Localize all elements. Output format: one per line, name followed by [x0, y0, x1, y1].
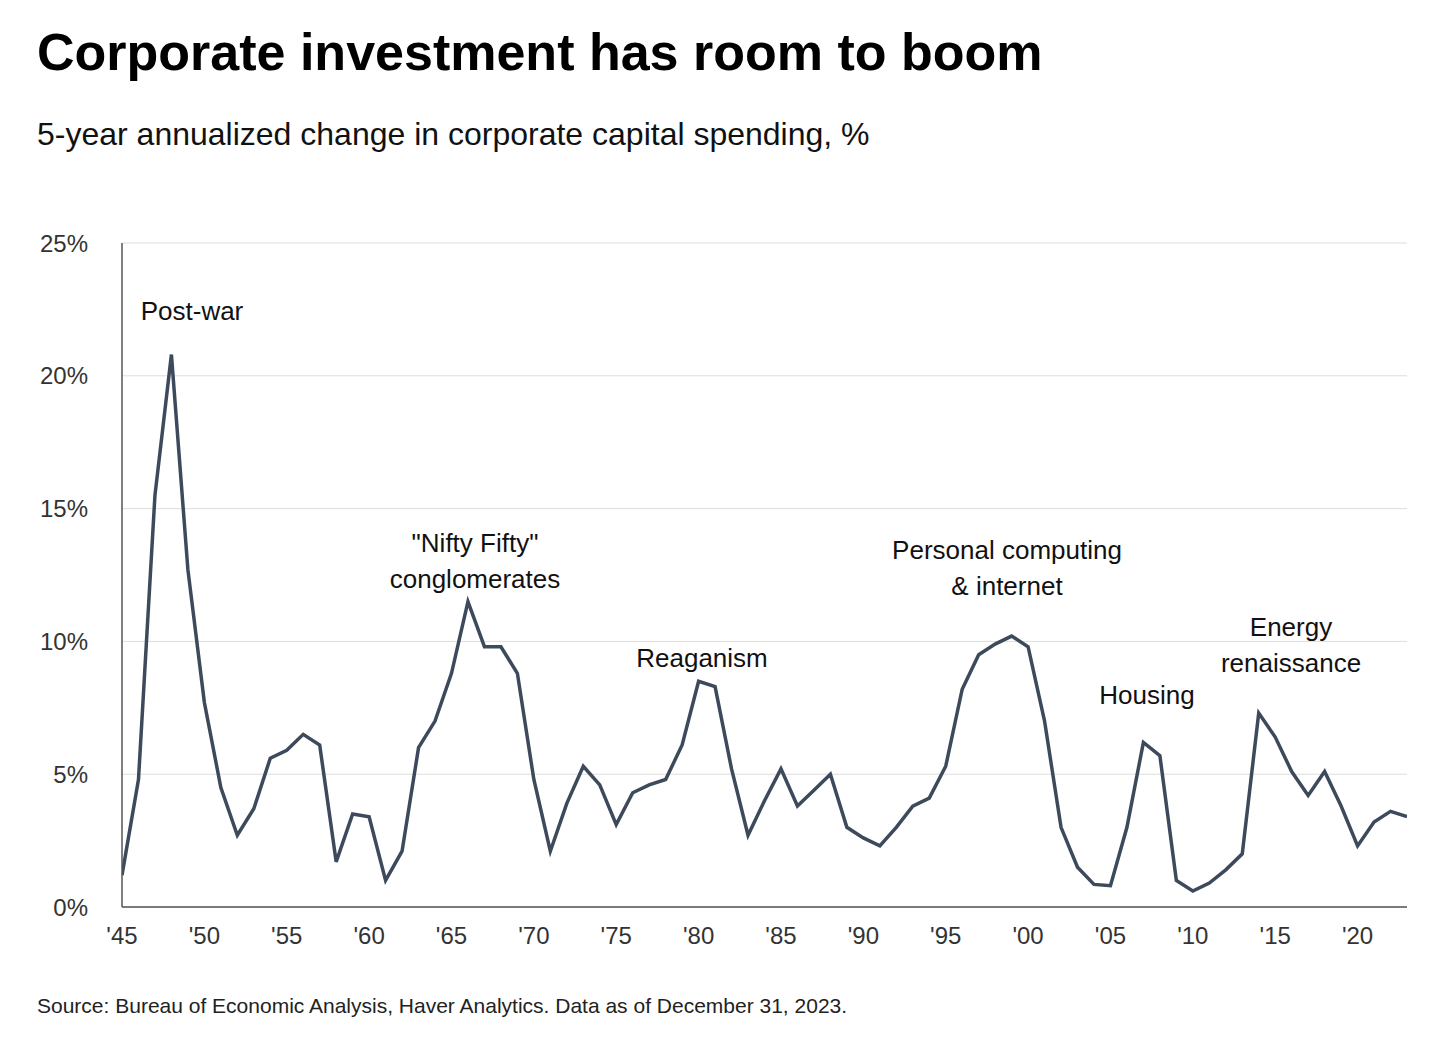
svg-text:Reaganism: Reaganism [636, 643, 768, 673]
svg-text:'00: '00 [1012, 922, 1043, 949]
html-text:Source: Bureau of Economic Ana: Source: Bureau of Economic Analysis, Hav… [37, 994, 848, 1017]
svg-text:'95: '95 [930, 922, 961, 949]
svg-text:'10: '10 [1177, 922, 1208, 949]
svg-text:'90: '90 [848, 922, 879, 949]
svg-text:'05: '05 [1095, 922, 1126, 949]
svg-text:'45: '45 [106, 922, 137, 949]
svg-text:25%: 25% [40, 230, 88, 257]
svg-text:"Nifty Fifty"conglomerates: "Nifty Fifty"conglomerates [390, 528, 561, 594]
svg-text:Post-war: Post-war [141, 296, 244, 326]
svg-text:'70: '70 [518, 922, 549, 949]
svg-text:10%: 10% [40, 628, 88, 655]
svg-text:Energyrenaissance: Energyrenaissance [1221, 612, 1361, 678]
svg-text:0%: 0% [53, 894, 88, 921]
svg-text:20%: 20% [40, 362, 88, 389]
svg-text:'55: '55 [271, 922, 302, 949]
html-text:Corporate investment has room: Corporate investment has room to boom [37, 23, 1043, 81]
svg-text:'50: '50 [189, 922, 220, 949]
svg-text:'60: '60 [353, 922, 384, 949]
svg-text:'75: '75 [601, 922, 632, 949]
svg-text:'80: '80 [683, 922, 714, 949]
svg-text:'20: '20 [1342, 922, 1373, 949]
svg-text:Personal computing& internet: Personal computing& internet [892, 535, 1122, 601]
html-text:5-year annualized change in co: 5-year annualized change in corporate ca… [37, 116, 870, 152]
svg-text:Housing: Housing [1099, 680, 1194, 710]
svg-text:15%: 15% [40, 495, 88, 522]
svg-text:'85: '85 [765, 922, 796, 949]
svg-text:5%: 5% [53, 761, 88, 788]
svg-text:'15: '15 [1260, 922, 1291, 949]
svg-text:'65: '65 [436, 922, 467, 949]
